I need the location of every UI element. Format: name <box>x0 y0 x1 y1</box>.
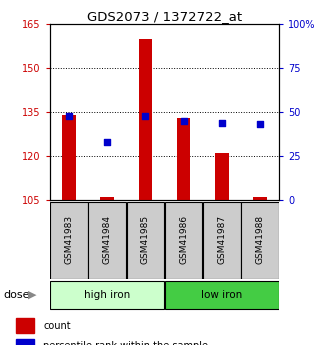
Text: high iron: high iron <box>84 290 130 300</box>
Text: percentile rank within the sample: percentile rank within the sample <box>43 341 208 345</box>
Text: GSM41986: GSM41986 <box>179 215 188 264</box>
Bar <box>139 39 152 200</box>
Bar <box>215 153 229 200</box>
Bar <box>165 202 202 279</box>
Text: GSM41988: GSM41988 <box>256 215 265 264</box>
Bar <box>203 202 241 279</box>
Text: GSM41985: GSM41985 <box>141 215 150 264</box>
Bar <box>165 281 279 309</box>
Bar <box>50 202 88 279</box>
Text: count: count <box>43 321 71 331</box>
Point <box>66 113 72 118</box>
Text: GSM41984: GSM41984 <box>103 215 112 264</box>
Bar <box>177 118 190 200</box>
Text: GSM41983: GSM41983 <box>65 215 74 264</box>
Bar <box>16 339 34 345</box>
Bar <box>254 197 267 200</box>
Title: GDS2073 / 1372722_at: GDS2073 / 1372722_at <box>87 10 242 23</box>
Bar <box>50 281 164 309</box>
Text: low iron: low iron <box>201 290 243 300</box>
Bar <box>241 202 279 279</box>
Text: ▶: ▶ <box>28 290 36 300</box>
Point <box>219 120 224 126</box>
Point <box>105 139 110 145</box>
Text: GSM41987: GSM41987 <box>217 215 226 264</box>
Bar <box>62 115 75 200</box>
Bar <box>100 197 114 200</box>
Point <box>181 118 186 124</box>
Point <box>143 113 148 118</box>
Bar <box>127 202 164 279</box>
Bar <box>88 202 126 279</box>
Bar <box>16 318 34 333</box>
Point <box>257 122 263 127</box>
Text: dose: dose <box>3 290 30 300</box>
